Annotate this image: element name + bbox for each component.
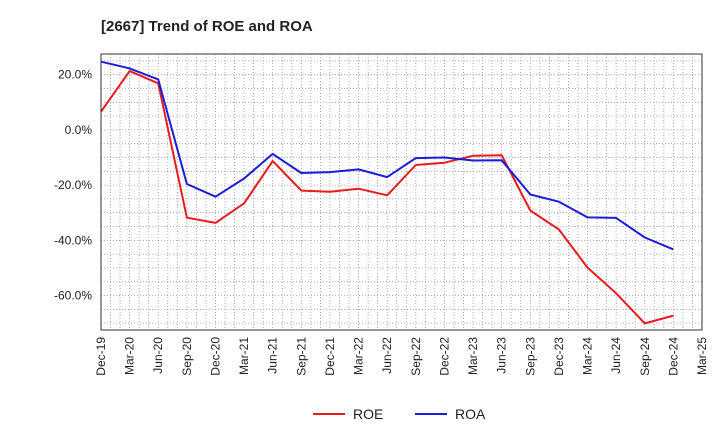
x-tick-label: Sep-21 bbox=[294, 337, 308, 376]
x-tick-label: Sep-20 bbox=[180, 337, 194, 376]
x-tick-label: Mar-25 bbox=[695, 337, 709, 375]
x-tick-label: Sep-22 bbox=[409, 337, 423, 376]
legend: ROE ROA bbox=[313, 406, 486, 422]
x-tick-label: Mar-24 bbox=[581, 337, 595, 375]
series-lines bbox=[100, 60, 674, 325]
y-tick-label: 0.0% bbox=[65, 123, 93, 137]
x-tick-label: Mar-23 bbox=[466, 337, 480, 375]
legend-label-roa: ROA bbox=[455, 406, 486, 422]
x-tick-label: Jun-22 bbox=[380, 337, 394, 374]
legend-label-roe: ROE bbox=[353, 406, 383, 422]
y-tick-label: -40.0% bbox=[54, 233, 92, 247]
x-tick-label: Mar-21 bbox=[237, 337, 251, 375]
y-tick-label: -60.0% bbox=[54, 289, 92, 303]
y-axis-ticks: 20.0% 0.0% -20.0% -40.0% -60.0% bbox=[54, 68, 92, 303]
x-tick-label: Jun-24 bbox=[609, 337, 623, 374]
series-line-roe bbox=[100, 70, 674, 325]
y-tick-label: 20.0% bbox=[58, 68, 92, 82]
x-tick-label: Dec-20 bbox=[208, 337, 222, 376]
x-axis-ticks: Dec-19 Mar-20 Jun-20 Sep-20 Dec-20 Mar-21 Jun-… bbox=[94, 337, 709, 376]
x-tick-label: Sep-23 bbox=[523, 337, 537, 376]
x-tick-label: Dec-24 bbox=[666, 337, 680, 376]
x-tick-label: Mar-22 bbox=[352, 337, 366, 375]
x-tick-label: Jun-23 bbox=[495, 337, 509, 374]
series-line-roa bbox=[100, 60, 674, 251]
plot-frame bbox=[100, 53, 703, 331]
x-tick-label: Jun-20 bbox=[151, 337, 165, 374]
gridlines bbox=[101, 54, 702, 330]
chart-title: [2667] Trend of ROE and ROA bbox=[101, 18, 313, 35]
x-tick-label: Dec-21 bbox=[323, 337, 337, 376]
x-tick-label: Dec-22 bbox=[437, 337, 451, 376]
x-tick-label: Dec-19 bbox=[94, 337, 108, 376]
x-tick-label: Jun-21 bbox=[266, 337, 280, 374]
x-tick-label: Dec-23 bbox=[552, 337, 566, 376]
x-tick-label: Mar-20 bbox=[123, 337, 137, 375]
x-tick-label: Sep-24 bbox=[638, 337, 652, 376]
y-tick-label: -20.0% bbox=[54, 178, 92, 192]
